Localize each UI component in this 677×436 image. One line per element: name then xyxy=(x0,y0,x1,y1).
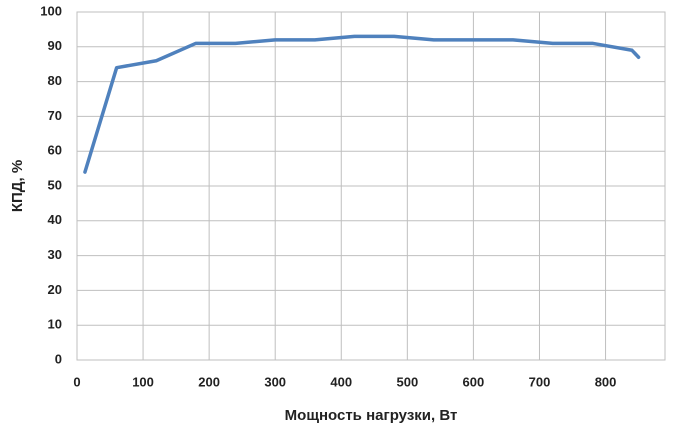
x-tick-label: 500 xyxy=(396,374,418,389)
y-tick-label: 0 xyxy=(55,351,62,366)
x-tick-label: 0 xyxy=(73,374,80,389)
y-tick-label: 60 xyxy=(48,143,62,158)
x-tick-label: 100 xyxy=(132,374,154,389)
y-tick-label: 30 xyxy=(48,247,62,262)
x-tick-label: 700 xyxy=(529,374,551,389)
y-tick-label: 50 xyxy=(48,177,62,192)
y-tick-label: 90 xyxy=(48,38,62,53)
y-axis-title: КПД, % xyxy=(9,160,26,212)
x-tick-label: 800 xyxy=(595,374,617,389)
data-line xyxy=(83,34,641,174)
y-tick-label: 10 xyxy=(48,317,62,332)
x-tick-label: 300 xyxy=(264,374,286,389)
y-tick-label: 40 xyxy=(48,212,62,227)
x-tick-label: 200 xyxy=(198,374,220,389)
y-tick-label: 20 xyxy=(48,282,62,297)
plot-frame xyxy=(76,11,666,361)
x-axis-title: Мощность нагрузки, Вт xyxy=(285,407,458,424)
y-tick-label: 100 xyxy=(40,3,62,18)
x-tick-label: 600 xyxy=(463,374,485,389)
y-tick-label: 80 xyxy=(48,73,62,88)
x-tick-label: 400 xyxy=(330,374,352,389)
y-tick-label: 70 xyxy=(48,108,62,123)
